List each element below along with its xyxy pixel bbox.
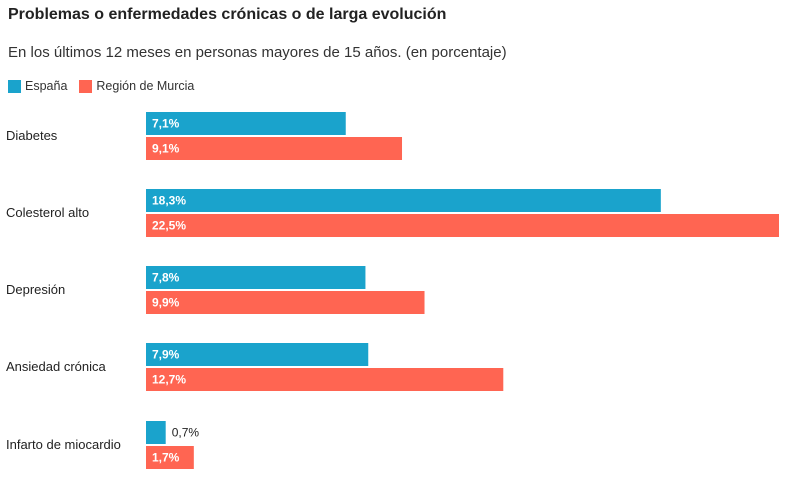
legend-item-espana: España — [8, 79, 67, 93]
bar-colesterol-alto-murcia — [146, 214, 779, 237]
bar-infarto-de-miocardio-murcia — [146, 446, 194, 469]
category-label-ansiedad-cronica: Ansiedad crónica — [6, 359, 106, 374]
bar-infarto-de-miocardio-espana — [146, 421, 166, 444]
bar-diabetes-murcia — [146, 137, 403, 160]
value-label-infarto-de-miocardio-espana: 0,7% — [172, 426, 200, 440]
value-label-colesterol-alto-murcia: 22,5% — [152, 219, 186, 233]
legend-label-murcia: Región de Murcia — [96, 79, 195, 93]
value-label-infarto-de-miocardio-murcia: 1,7% — [152, 451, 180, 465]
value-label-colesterol-alto-espana: 18,3% — [152, 194, 186, 208]
legend-swatch-murcia — [79, 79, 93, 93]
value-label-ansiedad-cronica-murcia: 12,7% — [152, 373, 186, 387]
value-label-diabetes-espana: 7,1% — [152, 117, 180, 131]
bar-colesterol-alto-espana — [146, 189, 661, 212]
bar-ansiedad-cronica-murcia — [146, 368, 504, 391]
value-label-ansiedad-cronica-espana: 7,9% — [152, 348, 180, 362]
chart-title: Problemas o enfermedades crónicas o de l… — [8, 6, 447, 23]
legend-label-espana: España — [25, 79, 68, 93]
category-label-colesterol-alto: Colesterol alto — [6, 205, 89, 220]
bar-ansiedad-cronica-espana — [146, 343, 369, 366]
value-label-diabetes-murcia: 9,1% — [152, 142, 180, 156]
legend-swatch-espana — [8, 79, 21, 93]
category-label-infarto-de-miocardio: Infarto de miocardio — [6, 437, 121, 452]
value-label-depresion-murcia: 9,9% — [152, 296, 180, 310]
category-label-depresion: Depresión — [6, 282, 65, 297]
legend-item-murcia: Región de Murcia — [79, 79, 194, 93]
bar-depresion-murcia — [146, 291, 425, 314]
bar-diabetes-espana — [146, 112, 346, 135]
legend: España Región de Murcia — [8, 79, 206, 93]
chart-subtitle: En los últimos 12 meses en personas mayo… — [8, 44, 507, 61]
bar-depresion-espana — [146, 266, 366, 289]
category-label-diabetes: Diabetes — [6, 128, 58, 143]
value-label-depresion-espana: 7,8% — [152, 271, 180, 285]
